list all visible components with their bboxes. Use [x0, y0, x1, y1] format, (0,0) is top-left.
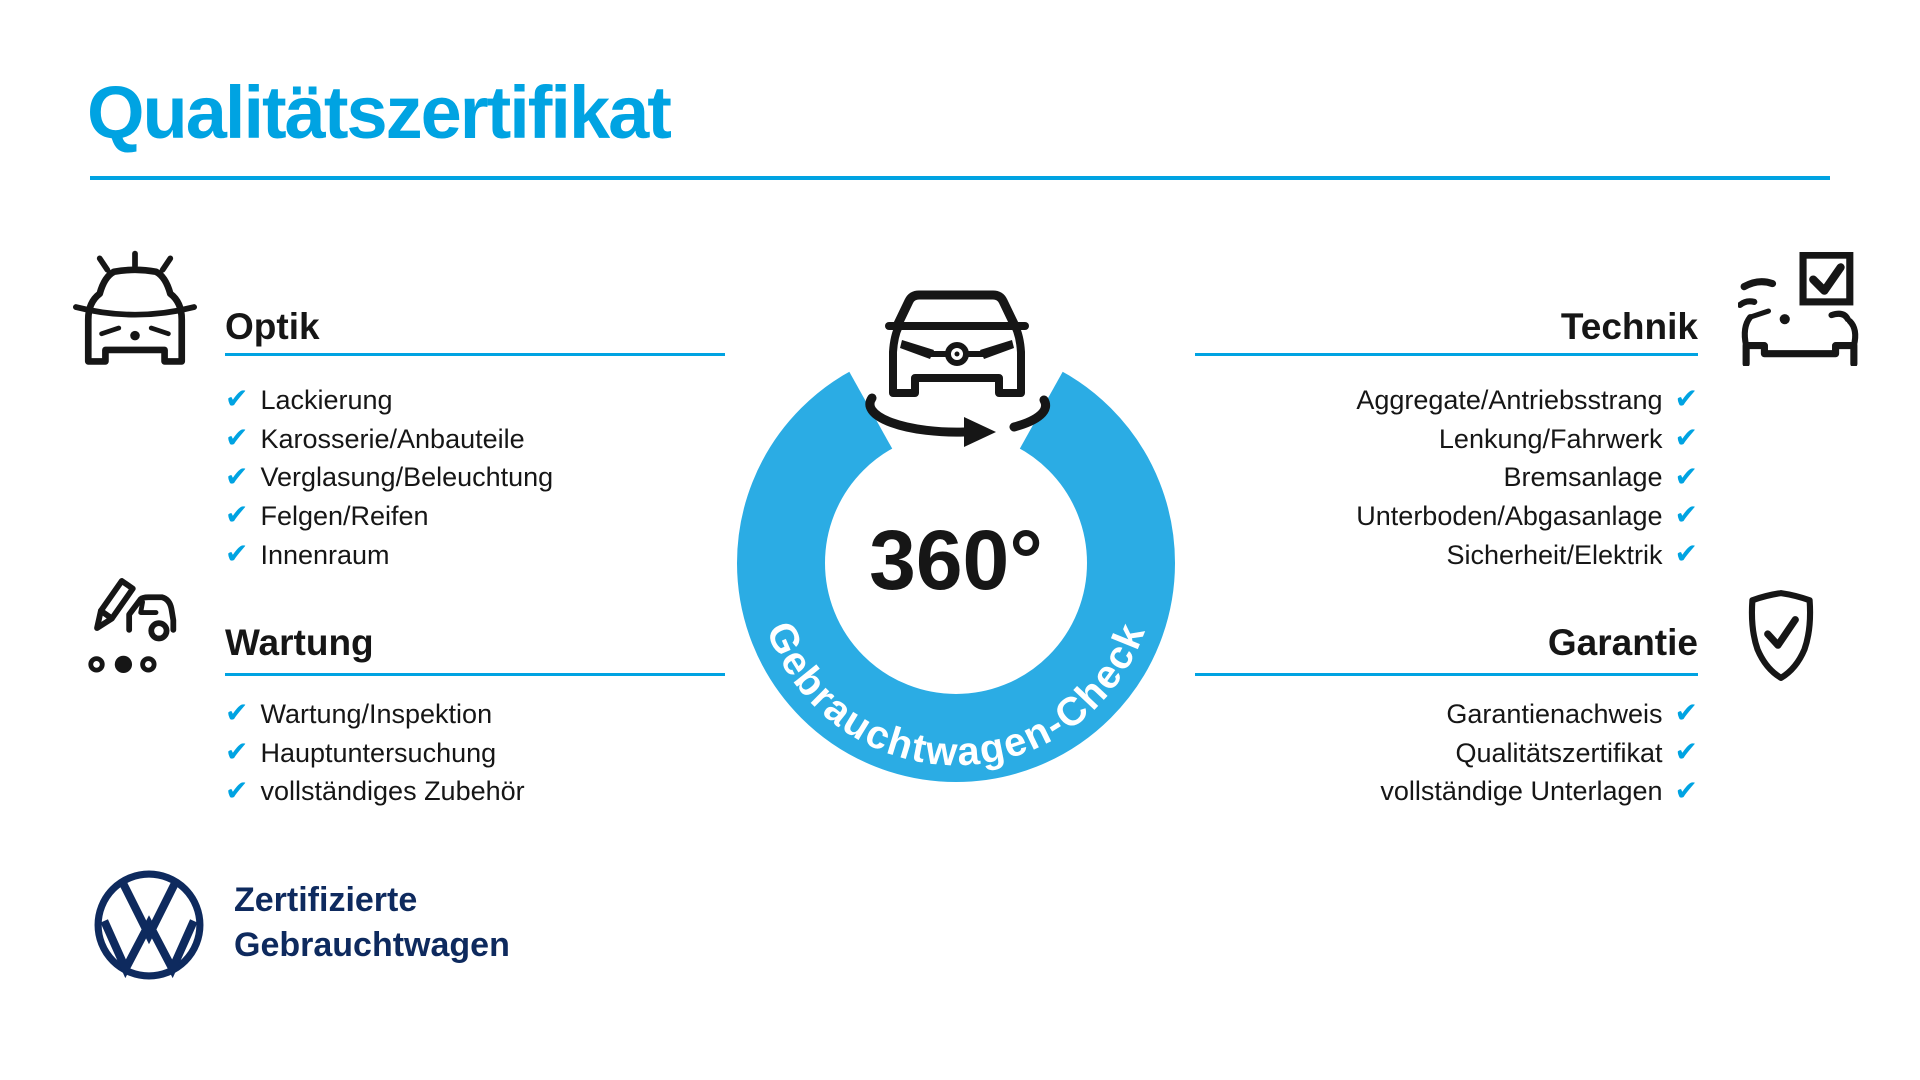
check-icon: ✔ — [225, 537, 249, 571]
check-icon: ✔ — [1674, 735, 1698, 769]
list-item: ✔ Karosserie/Anbauteile — [225, 420, 725, 459]
check-icon: ✔ — [225, 773, 249, 807]
check-icon: ✔ — [1674, 421, 1698, 455]
list-item-label: Lackierung — [260, 384, 393, 415]
check-icon: ✔ — [225, 498, 249, 532]
list-item-label: Bremsanlage — [1503, 462, 1663, 493]
list-item: ✔ Hauptuntersuchung — [225, 734, 725, 773]
360-degrees-label: 360° — [869, 513, 1043, 607]
title-divider — [90, 176, 1830, 180]
list-item-label: Aggregate/Antriebsstrang — [1356, 384, 1663, 415]
list-item: Garantienachweis ✔ — [1195, 695, 1698, 734]
list-item-label: Lenkung/Fahrwerk — [1438, 423, 1663, 454]
check-icon: ✔ — [1674, 498, 1698, 532]
list-item-label: Karosserie/Anbauteile — [260, 423, 525, 454]
list-item: ✔ Innenraum — [225, 536, 725, 575]
technik-checklist: Aggregate/Antriebsstrang ✔ Lenkung/Fahrwe… — [1195, 381, 1698, 574]
list-item: ✔ vollständiges Zubehör — [225, 772, 725, 811]
car-front-icon — [885, 290, 1029, 397]
optik-checklist: ✔ Lackierung ✔ Karosserie/Anbauteile ✔ Verg… — [225, 381, 725, 574]
check-icon: ✔ — [225, 382, 249, 416]
list-item: ✔ Verglasung/Beleuchtung — [225, 458, 725, 497]
list-item: Unterboden/Abgasanlage ✔ — [1195, 497, 1698, 536]
list-item: Qualitätszertifikat ✔ — [1195, 734, 1698, 773]
list-item-label: Felgen/Reifen — [260, 500, 429, 531]
technik-divider — [1195, 353, 1698, 356]
pencil-service-car-icon — [85, 576, 181, 676]
list-item-label: Unterboden/Abgasanlage — [1356, 500, 1663, 531]
section-title-technik: Technik — [1560, 306, 1698, 347]
optik-divider — [225, 353, 725, 356]
brand-line-1: Zertifizierte — [234, 881, 418, 919]
section-title-optik: Optik — [225, 306, 320, 347]
list-item: Aggregate/Antriebsstrang ✔ — [1195, 381, 1698, 420]
list-item-label: vollständige Unterlagen — [1380, 776, 1663, 807]
rotation-arrow-icon — [865, 393, 969, 437]
shiny-car-front-icon — [73, 250, 197, 366]
check-icon: ✔ — [225, 421, 249, 455]
brand-line-2: Gebrauchtwagen — [234, 926, 510, 964]
page-title: Qualitätszertifikat — [87, 71, 672, 154]
vw-logo — [92, 868, 206, 982]
check-icon: ✔ — [1674, 459, 1698, 493]
garantie-checklist: Garantienachweis ✔ Qualitätszertifikat ✔ v… — [1195, 695, 1698, 811]
list-item-label: Verglasung/Beleuchtung — [260, 462, 554, 493]
list-item: Bremsanlage ✔ — [1195, 458, 1698, 497]
check-icon: ✔ — [1674, 696, 1698, 730]
brand-text: Zertifizierte Gebrauchtwagen — [234, 878, 510, 968]
car-checkbox-icon — [1738, 252, 1862, 366]
list-item: ✔ Lackierung — [225, 381, 725, 420]
check-icon: ✔ — [1674, 537, 1698, 571]
list-item: Sicherheit/Elektrik ✔ — [1195, 536, 1698, 575]
wartung-divider — [225, 673, 725, 676]
garantie-divider — [1195, 673, 1698, 676]
wartung-checklist: ✔ Wartung/Inspektion ✔ Hauptuntersuchung ✔… — [225, 695, 725, 811]
list-item: ✔ Felgen/Reifen — [225, 497, 725, 536]
check-icon: ✔ — [225, 696, 249, 730]
list-item-label: Hauptuntersuchung — [260, 737, 497, 768]
list-item: Lenkung/Fahrwerk ✔ — [1195, 420, 1698, 459]
section-title-garantie: Garantie — [1547, 622, 1698, 663]
list-item: vollständige Unterlagen ✔ — [1195, 772, 1698, 811]
list-item-label: Wartung/Inspektion — [260, 698, 493, 729]
list-item-label: vollständiges Zubehör — [260, 776, 525, 807]
list-item-label: Garantienachweis — [1446, 698, 1663, 729]
list-item-label: Innenraum — [260, 539, 390, 570]
360-check-badge: 360° Gebrauchtwagen-Check — [718, 262, 1198, 792]
list-item: ✔ Wartung/Inspektion — [225, 695, 725, 734]
section-title-wartung: Wartung — [225, 622, 374, 663]
check-icon: ✔ — [225, 459, 249, 493]
list-item-label: Sicherheit/Elektrik — [1446, 539, 1663, 570]
shield-check-icon — [1744, 588, 1818, 682]
check-icon: ✔ — [1674, 382, 1698, 416]
check-icon: ✔ — [225, 735, 249, 769]
check-icon: ✔ — [1674, 773, 1698, 807]
list-item-label: Qualitätszertifikat — [1455, 737, 1663, 768]
